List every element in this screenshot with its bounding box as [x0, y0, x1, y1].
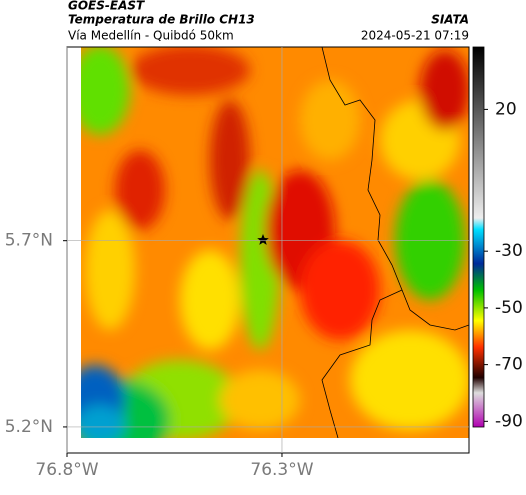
colorbar-tick-label: -50 — [495, 298, 523, 318]
satellite-image — [81, 47, 469, 438]
colorbar — [472, 46, 485, 428]
x-tick-label: 76.3°W — [250, 460, 313, 480]
colorbar-tick-label: 20 — [495, 99, 517, 119]
colorbar-tick-label: -90 — [495, 411, 523, 431]
x-tick-label: 76.8°W — [35, 460, 98, 480]
title: GOES-EAST — [68, 0, 145, 13]
location-marker — [257, 234, 269, 245]
colorbar-tick-label: -30 — [495, 241, 523, 261]
datetime: 2024-05-21 07:19 — [361, 29, 469, 43]
source: SIATA — [431, 13, 469, 27]
region: Vía Medellín - Quibdó 50km — [68, 29, 234, 43]
subtitle: Temperatura de Brillo CH13 — [68, 13, 255, 27]
colorbar-tick-label: -70 — [495, 355, 523, 375]
y-tick-label: 5.2°N — [5, 417, 53, 437]
y-tick-label: 5.7°N — [5, 231, 53, 251]
